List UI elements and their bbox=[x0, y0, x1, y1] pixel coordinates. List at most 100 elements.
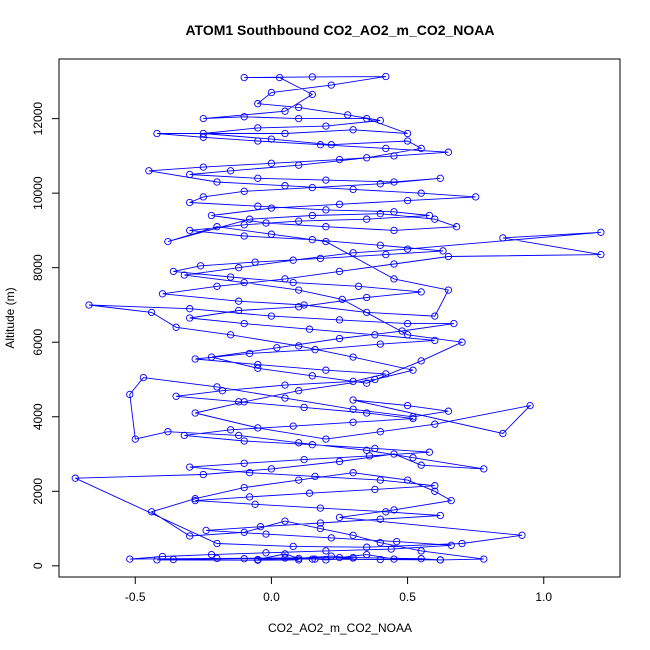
data-point bbox=[180, 271, 188, 279]
data-point bbox=[281, 182, 289, 190]
data-point bbox=[240, 221, 248, 229]
data-point bbox=[409, 413, 417, 421]
data-point bbox=[267, 312, 276, 320]
data-point bbox=[267, 159, 276, 167]
data-point bbox=[390, 260, 398, 268]
data-point bbox=[390, 208, 398, 216]
data-point bbox=[267, 135, 276, 143]
data-point bbox=[295, 439, 303, 447]
data-point bbox=[311, 555, 319, 563]
data-point bbox=[308, 90, 316, 99]
data-point bbox=[311, 346, 319, 354]
data-point bbox=[251, 500, 259, 508]
data-point bbox=[267, 204, 276, 212]
data-point bbox=[431, 336, 439, 345]
data-point bbox=[254, 364, 262, 372]
data-point bbox=[376, 116, 384, 125]
data-point bbox=[199, 193, 207, 201]
data-point bbox=[273, 344, 281, 352]
data-point bbox=[363, 543, 371, 551]
data-point bbox=[71, 474, 79, 482]
data-point bbox=[300, 301, 308, 309]
data-point bbox=[376, 555, 384, 564]
data-point bbox=[458, 539, 466, 548]
data-point bbox=[335, 155, 344, 164]
data-point bbox=[308, 372, 316, 380]
data-point bbox=[262, 219, 270, 227]
data-point bbox=[322, 366, 330, 374]
data-point bbox=[295, 114, 303, 123]
data-point bbox=[382, 72, 390, 81]
series-line bbox=[75, 76, 601, 561]
data-point bbox=[226, 167, 235, 175]
data-point bbox=[425, 448, 434, 456]
data-point bbox=[295, 476, 303, 484]
data-point bbox=[245, 215, 254, 223]
data-point bbox=[213, 539, 221, 548]
data-point bbox=[275, 73, 284, 82]
data-point bbox=[371, 444, 379, 453]
data-point bbox=[240, 437, 248, 445]
data-point bbox=[256, 523, 265, 531]
data-point bbox=[518, 531, 526, 539]
data-point bbox=[207, 353, 216, 361]
x-axis: -0.5 0.0 0.5 1.0 bbox=[125, 577, 552, 604]
data-point bbox=[431, 312, 439, 320]
data-point bbox=[431, 215, 439, 223]
data-point bbox=[322, 176, 330, 184]
data-point bbox=[363, 308, 371, 317]
data-point bbox=[308, 236, 316, 244]
data-point bbox=[322, 547, 330, 555]
data-point bbox=[281, 394, 289, 402]
y-tick-label: 4000 bbox=[31, 403, 45, 430]
data-point bbox=[322, 556, 330, 564]
data-point bbox=[363, 114, 371, 123]
data-point bbox=[376, 340, 384, 348]
data-point bbox=[281, 554, 289, 562]
data-point bbox=[409, 414, 417, 423]
data-point bbox=[235, 398, 243, 406]
data-point bbox=[431, 487, 439, 495]
data-point bbox=[240, 398, 248, 406]
data-point bbox=[349, 405, 357, 413]
data-point bbox=[376, 539, 384, 547]
data-point bbox=[403, 319, 412, 328]
data-point bbox=[447, 496, 455, 505]
data-point bbox=[308, 441, 316, 449]
data-point bbox=[213, 178, 221, 186]
data-point bbox=[245, 349, 254, 358]
data-point bbox=[262, 530, 270, 538]
data-point bbox=[254, 202, 262, 210]
data-point bbox=[409, 454, 417, 462]
data-point bbox=[363, 379, 371, 387]
data-point bbox=[390, 178, 398, 186]
data-point bbox=[169, 555, 178, 564]
data-point bbox=[235, 297, 243, 305]
data-point bbox=[403, 331, 412, 339]
data-point bbox=[436, 511, 444, 520]
data-point bbox=[335, 200, 344, 208]
data-point bbox=[226, 426, 235, 434]
data-point bbox=[439, 247, 447, 255]
x-tick-label: -0.5 bbox=[125, 590, 146, 604]
data-point bbox=[322, 223, 330, 231]
data-point bbox=[186, 170, 194, 179]
data-point bbox=[431, 482, 439, 490]
data-point bbox=[322, 122, 330, 130]
data-point bbox=[390, 555, 398, 563]
data-point bbox=[186, 532, 194, 540]
data-point bbox=[417, 144, 425, 153]
data-point bbox=[450, 319, 458, 328]
data-point bbox=[295, 286, 303, 294]
data-point bbox=[344, 111, 352, 119]
data-point bbox=[371, 375, 379, 384]
data-point bbox=[207, 211, 216, 220]
data-point bbox=[281, 381, 289, 389]
data-point bbox=[390, 506, 398, 514]
data-point bbox=[295, 556, 303, 564]
data-point bbox=[444, 286, 453, 294]
data-point bbox=[308, 211, 316, 220]
data-point bbox=[316, 254, 325, 263]
data-point bbox=[191, 355, 199, 363]
